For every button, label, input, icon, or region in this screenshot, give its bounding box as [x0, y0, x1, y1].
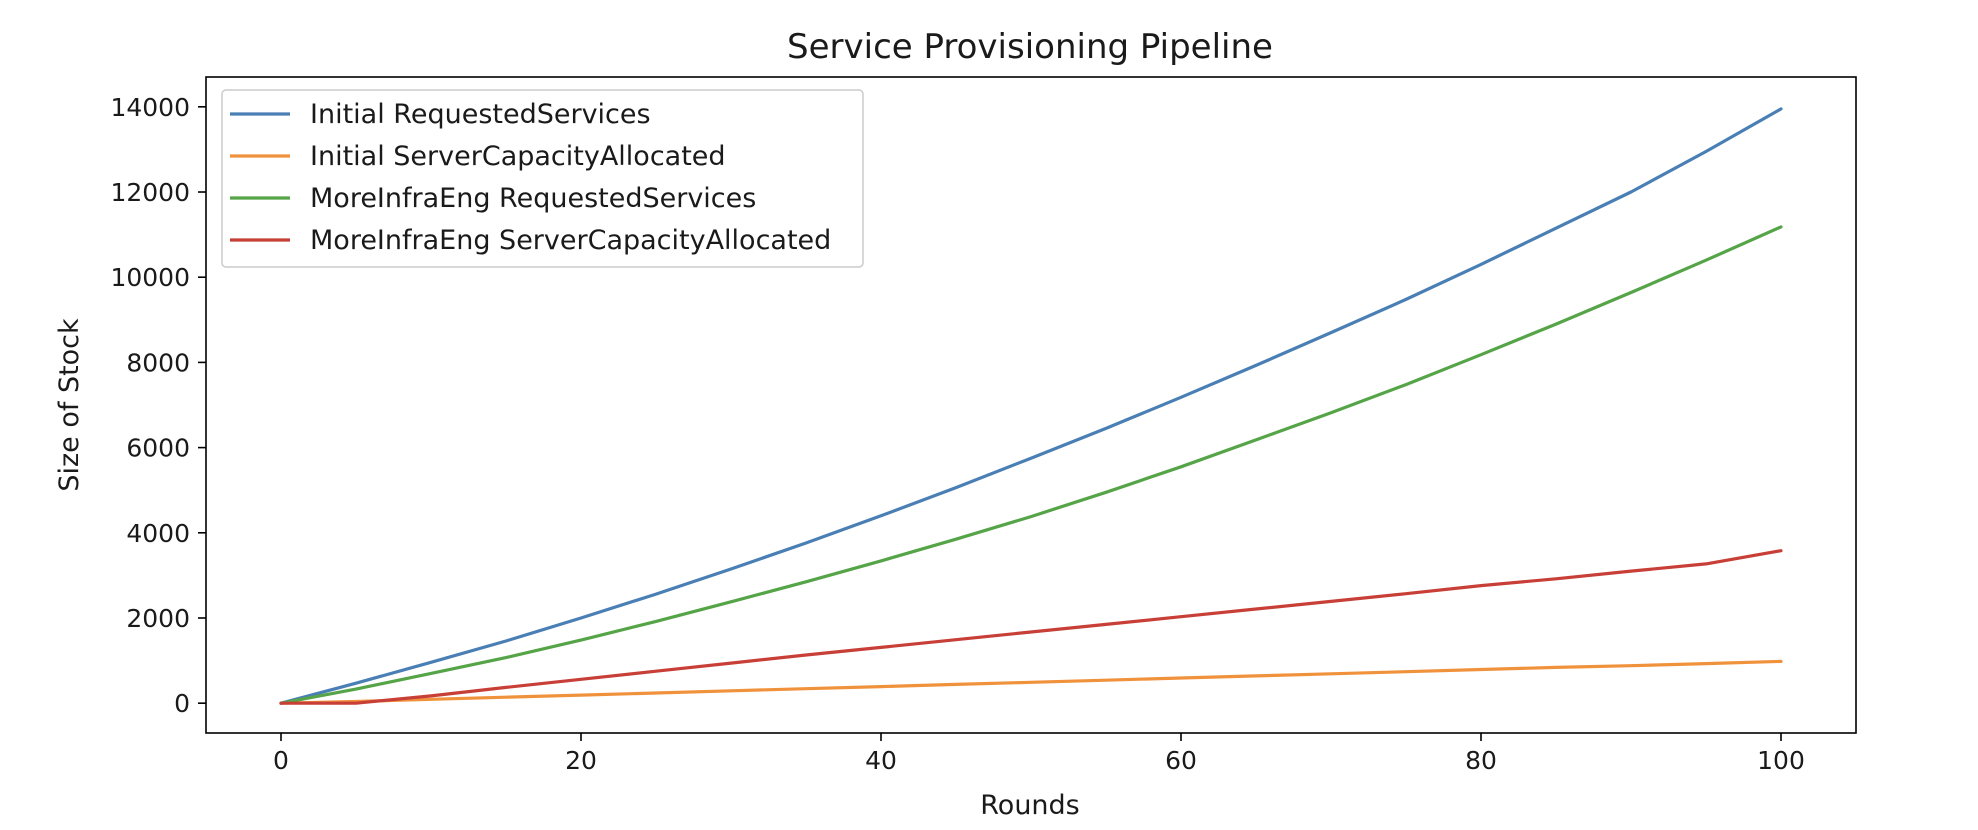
x-tick-label: 0	[273, 746, 289, 775]
y-tick-label: 8000	[126, 348, 190, 377]
series-line-2	[279, 659, 1783, 705]
legend-label-1: Initial RequestedServices	[310, 99, 651, 130]
y-axis: 0 2000 4000 6000 8000 10000 12000 14000	[110, 93, 206, 718]
y-tick-label: 6000	[126, 434, 190, 463]
legend: Initial RequestedServices Initial ServerC…	[221, 89, 864, 268]
y-tick-label: 0	[174, 689, 190, 718]
y-axis-label: Size of Stock	[54, 318, 85, 492]
y-tick-label: 14000	[110, 93, 190, 122]
legend-label-3: MoreInfraEng RequestedServices	[310, 183, 756, 214]
series-line-4	[279, 549, 1783, 705]
y-tick-label: 4000	[126, 519, 190, 548]
chart-title: Service Provisioning Pipeline	[787, 27, 1273, 67]
legend-box	[221, 89, 864, 268]
x-tick-label: 40	[865, 746, 897, 775]
y-tick-label: 12000	[110, 178, 190, 207]
plot-area	[205, 76, 1857, 734]
series-line-1	[279, 107, 1783, 705]
legend-label-4: MoreInfraEng ServerCapacityAllocated	[310, 225, 831, 256]
legend-label-2: Initial ServerCapacityAllocated	[310, 141, 726, 172]
series-layer	[279, 107, 1783, 705]
y-tick-label: 10000	[110, 263, 190, 292]
x-tick-label: 60	[1165, 746, 1197, 775]
x-tick-label: 80	[1465, 746, 1497, 775]
y-tick-label: 2000	[126, 604, 190, 633]
x-axis: 0 20 40 60 80 100	[273, 733, 1805, 775]
x-tick-label: 100	[1757, 746, 1805, 775]
series-line-3	[279, 225, 1783, 705]
x-axis-label: Rounds	[980, 790, 1080, 821]
x-tick-label: 20	[565, 746, 597, 775]
